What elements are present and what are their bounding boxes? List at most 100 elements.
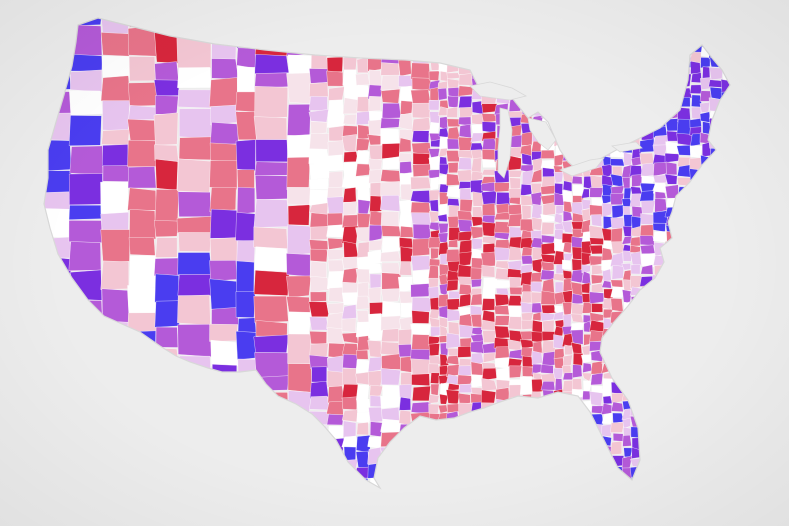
county-region — [481, 485, 497, 488]
county-region — [481, 61, 496, 77]
county-region — [410, 190, 432, 204]
county-region — [621, 32, 632, 41]
county-region — [563, 121, 573, 133]
county-region — [677, 380, 691, 396]
county-region — [699, 382, 711, 392]
county-region — [380, 288, 401, 303]
county-region — [496, 439, 511, 449]
county-region — [722, 33, 730, 45]
county-region — [310, 276, 330, 293]
county-region — [521, 204, 532, 221]
county-region — [591, 282, 604, 293]
county-region — [589, 187, 604, 198]
county-region — [589, 225, 604, 240]
county-region — [447, 462, 461, 474]
county-region — [570, 73, 584, 83]
county-region — [690, 493, 702, 505]
county-region — [731, 346, 743, 358]
county-region — [631, 156, 642, 167]
county-region — [509, 287, 523, 295]
county-region — [368, 169, 382, 184]
county-region — [470, 132, 484, 143]
county-region — [369, 302, 384, 315]
county-region — [308, 109, 329, 123]
county-region — [100, 408, 130, 428]
county-region — [398, 328, 412, 346]
county-region — [554, 401, 565, 417]
county-region — [411, 426, 431, 444]
county-region — [700, 292, 711, 308]
county-region — [640, 200, 656, 214]
county-region — [676, 339, 691, 349]
county-region — [308, 301, 330, 317]
county-region — [553, 348, 565, 359]
county-region — [731, 202, 743, 214]
county-region — [381, 143, 401, 159]
county-region — [652, 420, 668, 432]
county-region — [236, 443, 256, 471]
county-region — [677, 392, 693, 404]
county-region — [310, 226, 329, 241]
county-region — [562, 100, 574, 115]
county-region — [286, 275, 312, 298]
county-region — [623, 490, 632, 500]
county-region — [601, 20, 613, 34]
county-region — [410, 255, 431, 271]
county-region — [589, 291, 604, 304]
county-region — [481, 433, 496, 448]
county-region — [581, 67, 593, 79]
county-region — [690, 288, 703, 301]
county-region — [532, 311, 542, 321]
county-region — [381, 328, 401, 343]
county-region — [652, 223, 666, 233]
county-region — [631, 390, 641, 404]
county-region — [621, 353, 633, 364]
county-region — [563, 59, 573, 71]
county-region — [602, 97, 613, 109]
county-region — [400, 46, 414, 61]
county-region — [102, 165, 130, 182]
county-region — [439, 35, 447, 50]
county-region — [530, 191, 543, 207]
county-region — [254, 37, 290, 56]
county-region — [100, 75, 131, 102]
county-region — [701, 437, 712, 451]
county-region — [572, 378, 583, 391]
county-region — [342, 18, 358, 20]
county-region — [665, 402, 679, 414]
county-region — [720, 352, 730, 362]
county-region — [210, 437, 239, 470]
county-region — [254, 72, 289, 89]
county-region — [380, 62, 400, 77]
county-region — [410, 479, 432, 488]
county-region — [382, 300, 401, 317]
county-region — [328, 287, 345, 303]
county-region — [630, 313, 643, 328]
county-region — [457, 374, 474, 385]
county-region — [400, 486, 414, 488]
county-region — [459, 417, 472, 427]
county-region — [100, 32, 130, 57]
county-region — [327, 212, 343, 226]
county-region — [652, 76, 667, 90]
county-region — [368, 224, 384, 242]
county-region — [447, 431, 459, 445]
county-region — [410, 358, 431, 376]
county-region — [664, 153, 680, 163]
county-region — [309, 212, 328, 229]
county-region — [610, 363, 625, 374]
county-region — [356, 96, 370, 113]
county-region — [327, 370, 345, 388]
county-region — [689, 396, 702, 410]
county-region — [612, 75, 623, 89]
county-region — [564, 81, 574, 94]
county-region — [691, 106, 702, 120]
county-region — [654, 198, 668, 213]
county-region — [429, 211, 439, 224]
county-region — [343, 113, 357, 126]
county-region — [690, 210, 703, 220]
county-region — [237, 169, 255, 190]
county-region — [641, 11, 655, 18]
county-region — [691, 438, 701, 451]
county-region — [531, 63, 543, 76]
